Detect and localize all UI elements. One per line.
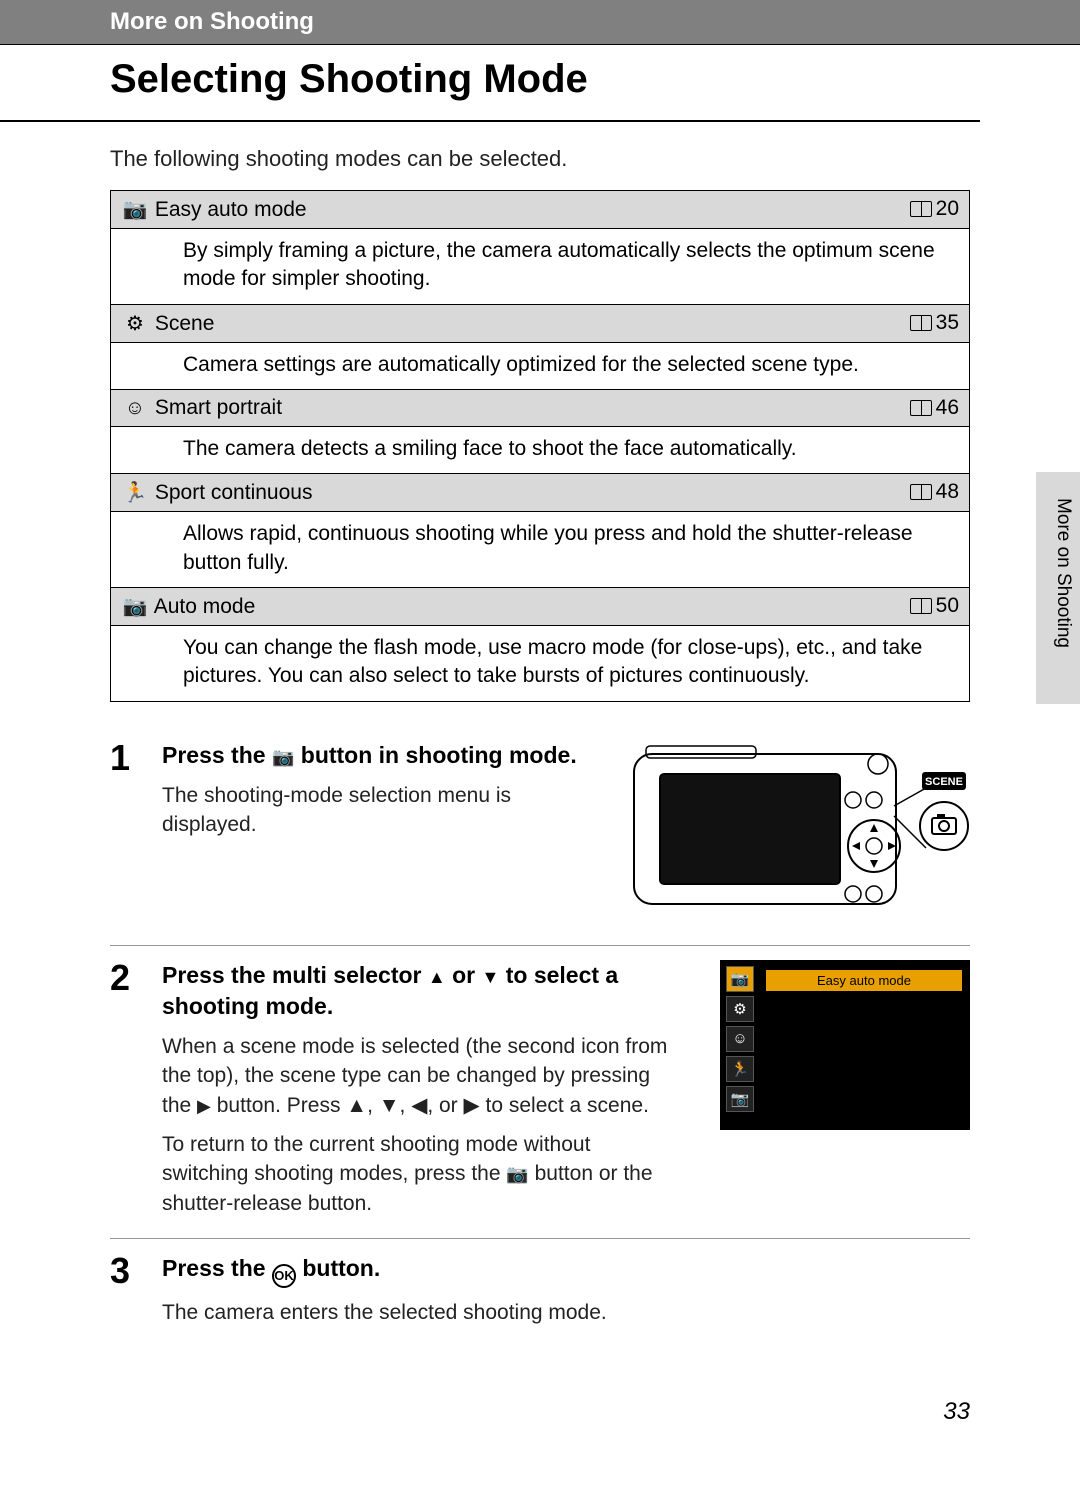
modes-table: 📷 Easy auto mode 20 By simply framing a pi…: [110, 190, 970, 702]
mode-description: By simply framing a picture, the camera …: [111, 229, 970, 305]
auto-mode-icon: 📷: [121, 594, 149, 619]
step-number: 1: [110, 740, 144, 925]
mode-desc-row: By simply framing a picture, the camera …: [111, 229, 970, 305]
mode-header-row: ⚙ Scene 35: [111, 304, 970, 342]
camera-illustration: SCENE: [630, 740, 970, 925]
mode-description: The camera detects a smiling face to sho…: [111, 427, 970, 474]
text: to select a scene.: [480, 1094, 649, 1117]
page-ref-number: 48: [936, 480, 959, 503]
mode-name: Auto mode: [154, 595, 256, 618]
step-3-title: Press the OK button.: [162, 1253, 970, 1288]
down-arrow-icon: ▼: [482, 967, 500, 987]
text: Press the multi selector: [162, 962, 428, 988]
intro-text: The following shooting modes can be sele…: [110, 122, 970, 190]
book-icon: [910, 598, 932, 614]
page-reference: 46: [748, 390, 970, 427]
page-content: The following shooting modes can be sele…: [0, 122, 1080, 1348]
step-1-title: Press the 📷 button in shooting mode.: [162, 740, 612, 771]
scene-badge: SCENE: [925, 776, 963, 788]
mode-description: You can change the flash mode, use macro…: [111, 626, 970, 702]
camera-icon: 📷: [506, 1164, 528, 1184]
book-icon: [910, 201, 932, 217]
step-2-title: Press the multi selector ▲ or ▼ to selec…: [162, 960, 682, 1022]
mode-name: Smart portrait: [155, 396, 282, 419]
side-tab-label: More on Shooting: [1052, 498, 1074, 648]
step-3: 3 Press the OK button. The camera enters…: [110, 1238, 970, 1347]
mode-description: Allows rapid, continuous shooting while …: [111, 512, 970, 588]
menu-icon-smart-portrait: ☺: [726, 1026, 754, 1052]
step-1-text: The shooting-mode selection menu is disp…: [162, 781, 522, 840]
menu-icon-scene: ⚙: [726, 996, 754, 1022]
book-icon: [910, 400, 932, 416]
text: Press the: [162, 1255, 272, 1281]
menu-icon-sport: 🏃: [726, 1056, 754, 1082]
lcd-menu-illustration: 📷 ⚙ ☺ 🏃 📷 Easy auto mode: [720, 960, 970, 1218]
text: button in shooting mode.: [294, 742, 576, 768]
mode-header-row: 📷 Easy auto mode 20: [111, 191, 970, 229]
mode-header-row: ☺ Smart portrait 46: [111, 390, 970, 427]
page-ref-number: 35: [936, 311, 959, 334]
ok-button-icon: OK: [272, 1264, 296, 1288]
step-number: 2: [110, 960, 144, 1218]
easy-auto-icon: 📷: [121, 197, 149, 222]
step-2-text-1: When a scene mode is selected (the secon…: [162, 1032, 682, 1120]
up-arrow-icon: ▲: [428, 967, 446, 987]
page-reference: 35: [748, 304, 970, 342]
step-2: 2 Press the multi selector ▲ or ▼ to sel…: [110, 945, 970, 1238]
page-ref-number: 20: [936, 197, 959, 220]
menu-icon-auto: 📷: [726, 1086, 754, 1112]
mode-name: Scene: [155, 312, 215, 335]
mode-description: Camera settings are automatically optimi…: [111, 342, 970, 389]
book-icon: [910, 484, 932, 500]
page-reference: 48: [748, 474, 970, 512]
mode-desc-row: Allows rapid, continuous shooting while …: [111, 512, 970, 588]
mode-header-row: 📷 Auto mode 50: [111, 588, 970, 626]
arrow-sequence: ▲, ▼, ◀, or ▶: [346, 1094, 479, 1117]
step-1: 1 Press the 📷 button in shooting mode. T…: [110, 726, 970, 945]
page-number: 33: [943, 1398, 970, 1426]
page-reference: 50: [748, 588, 970, 626]
step-number: 3: [110, 1253, 144, 1327]
text: Press the: [162, 742, 272, 768]
mode-desc-row: The camera detects a smiling face to sho…: [111, 427, 970, 474]
camera-icon: 📷: [272, 747, 294, 767]
page-ref-number: 50: [936, 594, 959, 617]
right-arrow-icon: ▶: [197, 1096, 211, 1116]
mode-desc-row: Camera settings are automatically optimi…: [111, 342, 970, 389]
page-ref-number: 46: [936, 396, 959, 419]
mode-header-row: 🏃 Sport continuous 48: [111, 474, 970, 512]
page-reference: 20: [748, 191, 970, 229]
page-title: Selecting Shooting Mode: [0, 45, 980, 122]
sport-continuous-icon: 🏃: [121, 480, 149, 505]
steps: 1 Press the 📷 button in shooting mode. T…: [110, 726, 970, 1348]
text: button. Press: [211, 1094, 346, 1117]
smart-portrait-icon: ☺: [121, 397, 149, 420]
book-icon: [910, 315, 932, 331]
mode-name: Easy auto mode: [155, 198, 307, 221]
menu-icon-easy-auto: 📷: [726, 966, 754, 992]
text: button.: [296, 1255, 380, 1281]
section-header: More on Shooting: [0, 0, 1080, 45]
step-2-text-2: To return to the current shooting mode w…: [162, 1130, 682, 1218]
step-3-text: The camera enters the selected shooting …: [162, 1298, 970, 1327]
menu-selected-label: Easy auto mode: [766, 970, 962, 991]
mode-desc-row: You can change the flash mode, use macro…: [111, 626, 970, 702]
scene-icon: ⚙: [121, 311, 149, 336]
mode-name: Sport continuous: [155, 481, 313, 504]
text: or: [446, 962, 482, 988]
